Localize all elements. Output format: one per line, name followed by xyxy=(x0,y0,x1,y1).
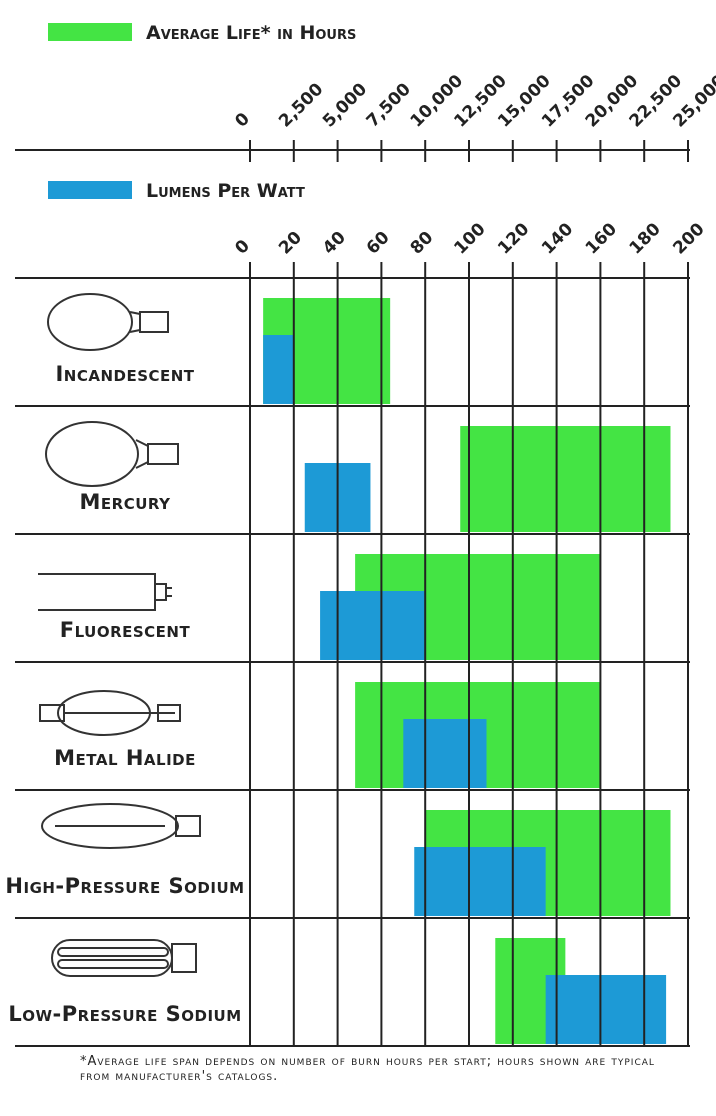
category-label: High-Pressure Sodium xyxy=(5,874,245,898)
category-label: Low-Pressure Sodium xyxy=(8,1002,242,1026)
x2-tick-label: 200 xyxy=(669,219,708,258)
range-bar xyxy=(263,335,294,404)
legend-label: Average Life* in Hours xyxy=(146,22,356,44)
incandescent-icon xyxy=(47,293,169,351)
x2-tick-label: 20 xyxy=(275,228,306,259)
lps-icon xyxy=(51,939,197,977)
x-tick-label: 5,000 xyxy=(319,79,371,131)
range-bar xyxy=(403,719,487,788)
metal-halide-icon xyxy=(39,690,181,736)
x2-tick-label: 40 xyxy=(319,228,350,259)
x-tick-label: 0 xyxy=(231,109,254,132)
legend-swatch xyxy=(48,23,132,41)
x-tick-label: 2,500 xyxy=(275,79,327,131)
range-bar xyxy=(460,426,671,532)
x2-tick-label: 0 xyxy=(231,236,254,259)
category-label: Incandescent xyxy=(55,362,195,386)
x2-tick-label: 80 xyxy=(407,228,438,259)
x2-tick-label: 100 xyxy=(450,219,489,258)
legend-label: Lumens Per Watt xyxy=(146,180,305,202)
category-label: Fluorescent xyxy=(59,618,191,642)
x2-tick-label: 180 xyxy=(626,219,665,258)
bulb-icons xyxy=(38,293,201,977)
x-tick-label: 7,500 xyxy=(363,79,415,131)
legend-swatch xyxy=(48,181,132,199)
fluorescent-icon xyxy=(38,573,172,611)
category-label: Metal Halide xyxy=(54,746,196,770)
range-bar xyxy=(320,591,426,660)
range-bar xyxy=(545,975,667,1044)
category-label: Mercury xyxy=(79,490,171,514)
range-bar xyxy=(414,847,546,916)
x2-tick-label: 120 xyxy=(494,219,533,258)
mercury-icon xyxy=(45,421,179,487)
x2-tick-label: 160 xyxy=(582,219,621,258)
footnote: *Average life span depends on number of … xyxy=(80,1054,655,1084)
x2-tick-label: 60 xyxy=(363,228,394,259)
hps-icon xyxy=(41,803,201,849)
x2-tick-label: 140 xyxy=(538,219,577,258)
